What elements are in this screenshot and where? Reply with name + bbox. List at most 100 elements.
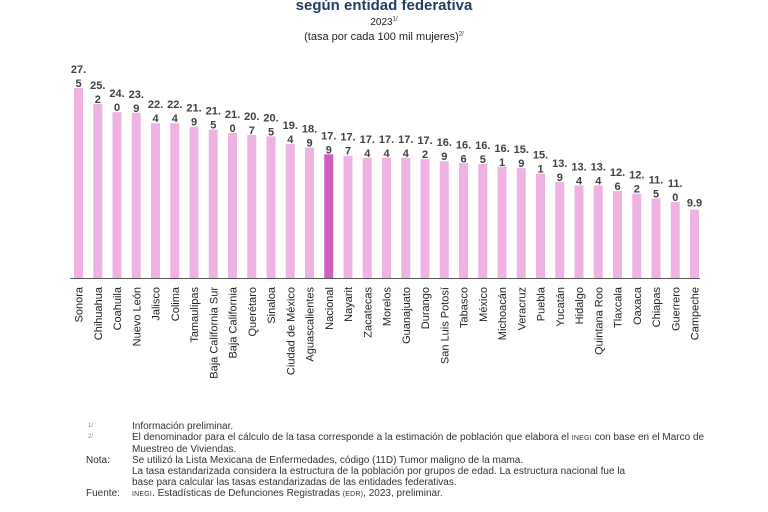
inegi-acronym: INEGI <box>132 491 153 498</box>
data-label-21: 16. 5 <box>475 140 490 166</box>
category-label-5: Colima <box>170 286 182 321</box>
bar-32 <box>690 209 699 278</box>
bar-30 <box>651 198 661 278</box>
data-label-7: 21. 5 <box>206 105 221 131</box>
year-text: 2023 <box>370 17 393 28</box>
data-label-29: 12. 2 <box>629 170 644 196</box>
bar-14 <box>343 155 353 278</box>
footnote-text: Información preliminar. <box>132 421 234 432</box>
chart-year: 20231/ <box>0 17 768 28</box>
bar-28 <box>613 190 622 278</box>
footnote-text-part: con base en el Marco de Muestreo de Vivi… <box>132 432 705 455</box>
category-label-0: Sonora <box>74 286 86 322</box>
data-label-28: 12. 6 <box>610 167 625 193</box>
category-label-22: Michoacán <box>497 287 509 340</box>
category-label-29: Oaxaca <box>632 286 644 325</box>
category-label-23: Veracruz <box>516 287 528 330</box>
source-text-part: . Estadísticas de Defunciones Registrada… <box>152 488 343 499</box>
category-label-28: Tlaxcala <box>613 286 625 328</box>
category-label-21: México <box>478 287 490 322</box>
bar-4 <box>151 123 160 279</box>
category-label-2: Coahuila <box>112 286 124 330</box>
bar-chart: 27. 5 Sonora 25. 2 Chihuahua 24. 0 Coahuila 23. 9 N… <box>70 64 702 379</box>
data-label-13: 17. 9 <box>321 130 336 156</box>
bar-22 <box>497 166 507 278</box>
bar-25 <box>555 181 565 278</box>
bar-17 <box>401 157 411 278</box>
category-label-30: Chiapas <box>651 287 663 328</box>
bar-11 <box>285 143 295 278</box>
note-line: Se utilizó la Lista Mexicana de Enfermed… <box>132 455 524 466</box>
bar-8 <box>228 132 237 278</box>
bar-21 <box>478 164 488 278</box>
data-label-19: 16. 9 <box>437 137 452 163</box>
note: Nota: Se utilizó la Lista Mexicana de En… <box>86 455 732 488</box>
data-label-5: 22. 4 <box>167 99 182 125</box>
data-label-9: 20. 7 <box>244 111 259 137</box>
note-key: Nota: <box>86 455 110 466</box>
category-label-10: Sinaloa <box>266 286 278 324</box>
data-label-10: 20. 5 <box>263 112 278 138</box>
bar-20 <box>459 163 468 278</box>
category-label-6: Tamaulipas <box>189 287 201 343</box>
bar-3 <box>131 112 141 278</box>
category-label-8: Baja California <box>228 286 240 358</box>
footnote-key: 2/ <box>88 434 94 440</box>
bar-2 <box>112 112 122 278</box>
bar-24 <box>536 173 545 278</box>
source-text-part: , 2023, preliminar. <box>363 488 443 499</box>
unit-footnote-mark: 2/ <box>458 31 464 38</box>
data-label-20: 16. 6 <box>456 139 471 165</box>
category-label-16: Morelos <box>382 287 394 327</box>
footnote-key: 1/ <box>88 423 94 429</box>
footnote-1: 1/ Información preliminar. <box>86 421 732 432</box>
source-key: Fuente: <box>86 488 120 499</box>
category-label-18: Durango <box>420 287 432 329</box>
data-label-6: 21. 9 <box>186 103 201 129</box>
bar-7 <box>208 129 218 278</box>
source: Fuente: INEGI. Estadísticas de Defuncion… <box>86 488 732 500</box>
data-label-16: 17. 4 <box>379 134 394 160</box>
category-label-20: Tabasco <box>459 287 471 328</box>
note-line: base para calcular las tasas estandariza… <box>132 477 457 488</box>
category-label-11: Ciudad de México <box>285 287 297 375</box>
category-label-14: Nayarit <box>343 287 355 322</box>
data-label-27: 13. 4 <box>591 161 606 187</box>
category-label-3: Nuevo León <box>131 287 143 346</box>
data-label-31: 11. 0 <box>668 178 683 204</box>
category-label-13: Nacional <box>324 287 336 330</box>
data-label-11: 19. 4 <box>283 120 298 146</box>
data-label-0: 27. 5 <box>71 64 86 90</box>
chart-title: según entidad federativa <box>295 0 473 14</box>
year-footnote-mark: 1/ <box>392 16 398 23</box>
bar-9 <box>247 134 257 278</box>
category-label-17: Guanajuato <box>401 287 413 344</box>
bar-10 <box>266 136 276 278</box>
edr-acronym: (EDR) <box>342 491 364 498</box>
bar-23 <box>516 168 526 278</box>
bar-12 <box>305 147 314 278</box>
inegi-acronym: INEGI <box>571 435 592 442</box>
chart-unit: (tasa por cada 100 mil mujeres)2/ <box>0 31 768 43</box>
note-line: La tasa estandarizada considera la estru… <box>132 466 626 477</box>
category-label-12: Aguascalientes <box>305 287 317 362</box>
bar-0 <box>74 88 83 278</box>
category-label-32: Campeche <box>690 287 702 340</box>
category-label-26: Hidalgo <box>574 287 586 324</box>
bar-15 <box>362 157 372 278</box>
footnote-2: 2/ El denominador para el cálculo de la … <box>86 432 732 455</box>
category-label-9: Querétaro <box>247 287 259 337</box>
category-label-1: Chihuahua <box>93 286 105 340</box>
category-label-7: Baja California Sur <box>208 287 220 379</box>
category-label-4: Jalisco <box>151 287 163 321</box>
note-text: Se utilizó la Lista Mexicana de Enfermed… <box>132 455 732 488</box>
data-label-1: 25. 2 <box>90 80 105 106</box>
data-label-25: 13. 9 <box>552 158 567 184</box>
data-label-23: 15. 9 <box>514 144 529 170</box>
category-label-27: Quintana Roo <box>593 287 605 355</box>
bar-27 <box>593 185 603 278</box>
category-label-19: San Luis Potosí <box>439 287 451 364</box>
footnotes: 1/ Información preliminar. 2/ El denomin… <box>86 421 732 500</box>
bar-19 <box>439 161 449 278</box>
data-label-17: 17. 4 <box>398 134 413 160</box>
